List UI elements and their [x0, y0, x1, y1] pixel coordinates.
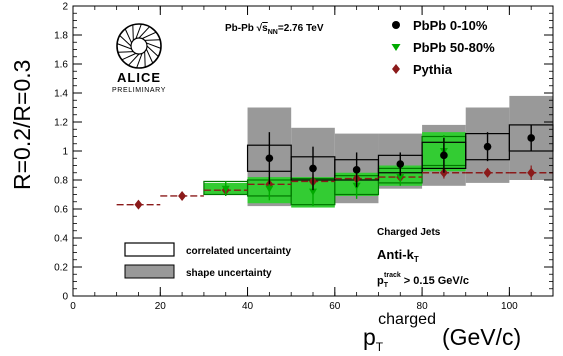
pbpb-50-80-point-4 — [396, 174, 405, 182]
emblem-ray — [138, 26, 150, 39]
legend-marker-pythia — [392, 64, 400, 74]
emblem-ray — [144, 39, 161, 41]
y-tick-label-0: 0 — [62, 292, 68, 303]
emblem-ray — [146, 45, 159, 57]
legend-label-pbpb-0-10: PbPb 0-10% — [413, 18, 488, 33]
pbpb-0-10-point-4 — [440, 151, 448, 160]
data-points-layer — [116, 124, 553, 210]
pythia-point-0 — [134, 199, 143, 210]
emblem-ray — [117, 51, 134, 53]
emblem-ray — [121, 52, 137, 61]
pbpb-0-10-point-0 — [265, 154, 274, 163]
y-tick-label-9: 1.8 — [54, 31, 68, 42]
y-tick-label-6: 1.2 — [54, 118, 68, 129]
emblem-ray — [135, 23, 142, 39]
pbpb-0-10-point-3 — [396, 160, 405, 168]
emblem-ray — [119, 35, 132, 47]
legend-box-shape — [124, 264, 175, 279]
legend-series: PbPb 0-10% PbPb 50-80% Pythia — [391, 18, 495, 77]
legend-marker-pbpb-0-10 — [392, 21, 400, 29]
emblem-ray — [116, 43, 132, 50]
legend-label-correlated: correlated uncertainty — [186, 246, 291, 257]
annotation-antikt: Anti-kT — [377, 247, 419, 264]
emblem-ray — [144, 51, 146, 68]
legend-label-shape: shape uncertainty — [186, 268, 272, 279]
y-tick-label-1: 0.2 — [54, 263, 68, 274]
y-tick-label-10: 2 — [62, 2, 68, 13]
pbpb-0-10-point-1 — [309, 164, 317, 173]
pbpb-0-10-point-5 — [483, 142, 492, 151]
x-tick-label-5: 100 — [501, 301, 518, 312]
y-tick-label-8: 1.6 — [54, 60, 68, 71]
pythia-point-1 — [178, 190, 187, 201]
x-tick-label-4: 80 — [417, 301, 429, 312]
emblem-ray — [132, 24, 134, 41]
pythia-point-9 — [527, 167, 536, 178]
legend-label-pbpb-50-80: PbPb 50-80% — [413, 40, 495, 55]
emblem-ray — [128, 53, 140, 66]
alice-emblem-icon — [116, 23, 162, 69]
y-tick-label-7: 1.4 — [54, 89, 68, 100]
alice-logo: ALICE PRELIMINARY — [112, 23, 166, 94]
pbpb-50-80-point-2 — [309, 188, 317, 196]
y-tick-label-5: 1 — [62, 147, 68, 158]
emblem-ray — [136, 53, 143, 69]
x-tick-label-3: 60 — [329, 301, 341, 312]
emblem-ray — [146, 42, 162, 49]
pbpb-50-80-point-1 — [265, 185, 274, 193]
annotation-charged-jets: Charged Jets — [377, 227, 441, 238]
legend-box-correlated — [124, 242, 175, 257]
pbpb-0-10-point-2 — [352, 166, 361, 174]
legend-uncertainty: correlated uncertainty shape uncertainty — [124, 242, 291, 279]
emblem-ray — [124, 28, 133, 44]
x-axis-title: pTcharged(GeV/c) — [363, 311, 521, 354]
emblem-ray — [145, 48, 154, 64]
pythia-point-8 — [483, 167, 492, 178]
legend-marker-pbpb-50-80 — [391, 44, 401, 51]
x-tick-label-1: 20 — [155, 301, 167, 312]
x-tick-label-0: 0 — [70, 301, 76, 312]
system-label: Pb-Pb √sNN=2.76 TeV — [225, 23, 324, 36]
pbpb-0-10-point-6 — [527, 134, 535, 142]
logo-title: ALICE — [117, 70, 161, 85]
y-tick-label-3: 0.6 — [54, 205, 68, 216]
pbpb-50-80-point-0 — [221, 185, 230, 193]
legend-label-pythia: Pythia — [413, 62, 453, 77]
y-tick-label-4: 0.8 — [54, 176, 68, 187]
y-axis-title: R=0.2/R=0.3 — [9, 60, 35, 190]
emblem-ray — [141, 31, 157, 40]
axes-layer: 00.20.40.60.811.21.41.61.820 20 40 60 80 100 — [54, 2, 554, 312]
annotation-track-cut: pTtrack > 0.15 GeV/c — [377, 272, 469, 289]
y-tick-label-2: 0.4 — [54, 234, 68, 245]
logo-status: PRELIMINARY — [112, 87, 166, 94]
x-tick-label-2: 40 — [242, 301, 254, 312]
